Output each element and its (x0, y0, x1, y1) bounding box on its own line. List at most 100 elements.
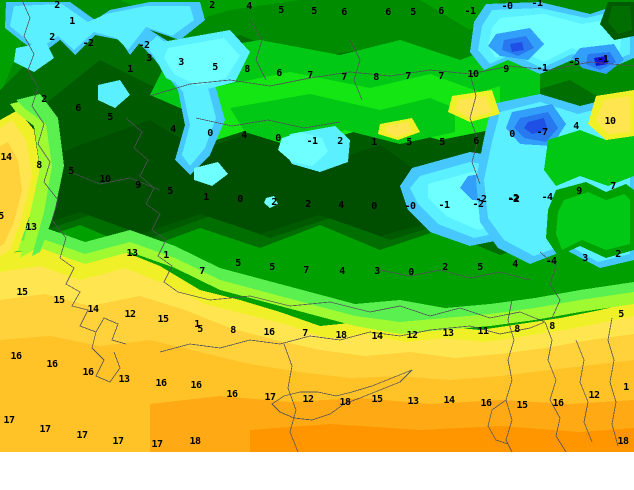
temperature-value-label: 15 (157, 314, 169, 325)
temperature-value-label: 9 (503, 64, 509, 75)
temperature-value-label: 7 (302, 328, 308, 339)
temperature-value-label: 12 (302, 394, 314, 405)
temperature-value-label: 2 (209, 0, 215, 11)
temperature-value-label: 13 (407, 396, 419, 407)
temperature-value-label: 1 (69, 16, 75, 27)
temperature-value-label: 5 (311, 6, 317, 17)
temperature-value-label: 7 (405, 71, 411, 82)
temperature-value-label: 13 (126, 248, 138, 259)
temperature-value-label: 12 (406, 330, 418, 341)
temperature-value-label: 9 (576, 186, 582, 197)
temperature-value-label: -2 (472, 199, 484, 210)
temperature-value-label: 15 (516, 400, 528, 411)
temperature-value-label: 16 (82, 367, 94, 378)
temperature-value-label: 15 (16, 287, 28, 298)
temperature-value-label: 16 (155, 378, 167, 389)
temperature-value-label: 5 (278, 5, 284, 16)
temperature-value-label: 5 (107, 112, 113, 123)
temperature-value-label: 2 (49, 32, 55, 43)
temperature-value-label: 5 (167, 186, 173, 197)
temperature-value-label: 14 (443, 395, 455, 406)
temperature-value-label: -1 (536, 63, 548, 74)
temperature-value-label: 17 (76, 430, 88, 441)
temperature-value-label: 8 (244, 64, 250, 75)
temperature-value-label: 14 (0, 152, 12, 163)
temperature-value-label: 8 (549, 321, 555, 332)
temperature-value-label: -4 (541, 192, 553, 203)
map-footer: Temperature (2m) [°C] GFS Sa 27-12-2025 … (0, 452, 634, 490)
temperature-value-label: -2 (508, 194, 520, 205)
temperature-value-label: 1 (623, 382, 629, 393)
temperature-value-label: 17 (3, 415, 15, 426)
temperature-value-label: 3 (374, 266, 380, 277)
temperature-value-label: 10 (467, 69, 479, 80)
temperature-value-label: 3 (146, 53, 152, 64)
temperature-value-label: 14 (371, 331, 383, 342)
temperature-value-label: -7 (536, 127, 548, 138)
temperature-value-label: 8 (230, 325, 236, 336)
temperature-value-label: 5 (197, 324, 203, 335)
temperature-value-label: 2 (615, 249, 621, 260)
temperature-value-label: 0 (237, 194, 243, 205)
temperature-contour-map[interactable]: 1 -2 2 2 1 -2 3 2 4 5 5 6 6 5 6 -1 -0 -1 3 5 8 6 7 7 8 7 7 10 9 -1 -5-… (0, 0, 634, 452)
temperature-value-label: 16 (263, 327, 275, 338)
temperature-value-label: 7 (303, 265, 309, 276)
temperature-value-label: 0 (275, 133, 281, 144)
temperature-value-label: 8 (373, 72, 379, 83)
temperature-value-label: 18 (617, 436, 629, 447)
temperature-value-label: 6 (341, 7, 347, 18)
temperature-value-label: 4 (512, 259, 518, 270)
temperature-value-label: 5 (410, 7, 416, 18)
temperature-value-label: 9 (135, 180, 141, 191)
temperature-value-label: 4 (170, 124, 176, 135)
temperature-value-label: 18 (189, 436, 201, 447)
temperature-value-label: 5 (68, 166, 74, 177)
temperature-value-label: 4 (573, 121, 579, 132)
temperature-value-label: -2 (507, 194, 519, 205)
temperature-value-label: -1 (531, 0, 543, 9)
temperature-value-label: 0 (408, 267, 414, 278)
temperature-value-label: 2 (337, 136, 343, 147)
temperature-value-label: -2 (82, 38, 94, 49)
temperature-value-label: 2 (41, 94, 47, 105)
temperature-value-label: 7 (438, 71, 444, 82)
temperature-value-label: 6 (276, 68, 282, 79)
temperature-value-label: 12 (588, 390, 600, 401)
temperature-value-label: -2 (507, 193, 519, 204)
temperature-value-label: 15 (371, 394, 383, 405)
temperature-value-label: 5 (235, 258, 241, 269)
temperature-value-label: 4 (241, 130, 247, 141)
temperature-value-label: 5 (269, 262, 275, 273)
temperature-value-label: 7 (341, 72, 347, 83)
temperature-value-label: -0 (501, 1, 513, 12)
temperature-value-label: 6 (473, 136, 479, 147)
temperature-value-label: 11 (477, 326, 489, 337)
temperature-value-label: 4 (339, 266, 345, 277)
temperature-value-label: -2 (475, 194, 487, 205)
temperature-value-label: 7 (199, 266, 205, 277)
temperature-value-label: 2 (442, 262, 448, 273)
temperature-value-label: 5 (0, 211, 4, 222)
temperature-value-label: 5 (406, 137, 412, 148)
temperature-value-label: 16 (190, 380, 202, 391)
temperature-value-label: 2 (54, 0, 60, 11)
temperature-value-label: 1 (163, 250, 169, 261)
temperature-value-label: -0 (404, 201, 416, 212)
temperature-value-label: 0 (207, 128, 213, 139)
temperature-value-label: 4 (338, 200, 344, 211)
temperature-value-label: -5 (568, 57, 580, 68)
temperature-value-label: 3 (582, 253, 588, 264)
map-contour-layer (0, 0, 634, 452)
temperature-value-label: 1 (194, 319, 200, 330)
temperature-value-label: 1 (371, 137, 377, 148)
temperature-value-label: 12 (124, 309, 136, 320)
temperature-value-label: 13 (442, 328, 454, 339)
temperature-value-label: 5 (212, 62, 218, 73)
temperature-value-label: 6 (75, 103, 81, 114)
temperature-value-label: 15 (53, 295, 65, 306)
temperature-value-label: 14 (87, 304, 99, 315)
temperature-value-label: 10 (99, 174, 111, 185)
temperature-value-label: 7 (307, 70, 313, 81)
temperature-value-label: 17 (39, 424, 51, 435)
